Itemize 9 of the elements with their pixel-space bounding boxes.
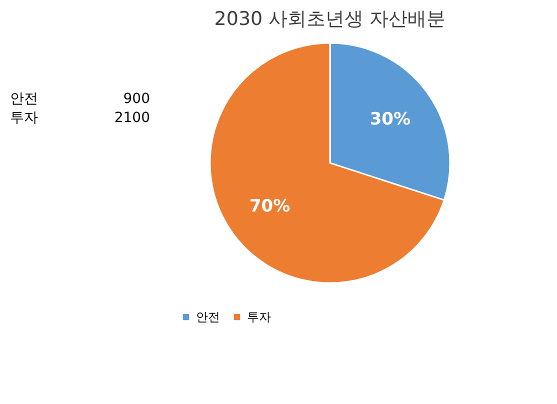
text: 900 <box>123 91 150 107</box>
data-label: 30% <box>370 109 411 130</box>
text: 2100 <box>114 110 150 126</box>
chart-title: 2030 사회초년생 자산배분 <box>214 8 446 30</box>
legend-label: 투자 <box>247 310 271 324</box>
data-label: 70% <box>249 196 290 217</box>
legend-label: 안전 <box>196 310 220 324</box>
text: 투자 <box>10 110 38 126</box>
text: 안전 <box>10 91 38 107</box>
